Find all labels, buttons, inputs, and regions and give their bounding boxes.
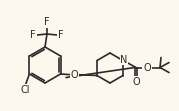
Text: Cl: Cl: [21, 85, 30, 95]
Text: N: N: [120, 55, 128, 64]
Text: F: F: [58, 30, 64, 40]
Text: O: O: [143, 62, 151, 72]
Text: O: O: [132, 76, 140, 86]
Text: F: F: [44, 17, 50, 27]
Text: O: O: [71, 70, 78, 80]
Text: F: F: [30, 30, 36, 40]
